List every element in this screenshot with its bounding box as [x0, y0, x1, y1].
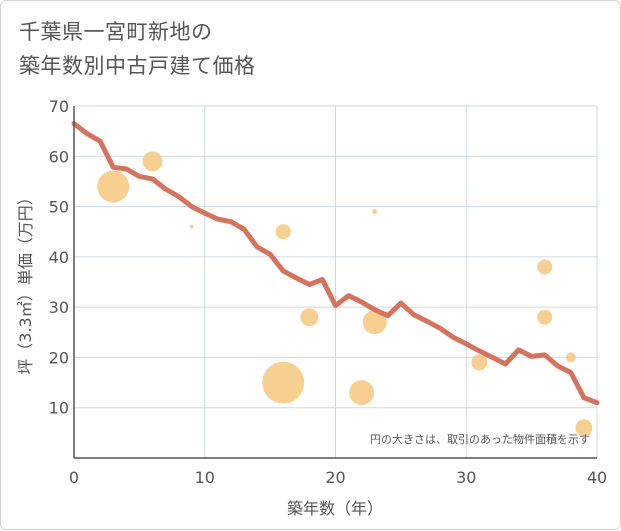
- y-axis-label: 坪（3.3㎡）単価（万円）: [16, 189, 35, 374]
- x-tick-label: 40: [587, 468, 607, 487]
- tick-labels: 0 10 20 30 40 10 20 30 40 50 60 70: [49, 97, 608, 487]
- bubble-point: [275, 224, 291, 240]
- bubble-point: [300, 308, 319, 327]
- x-tick-label: 30: [456, 468, 476, 487]
- y-tick-label: 30: [49, 298, 69, 317]
- chart-title: 千葉県一宮町新地の 築年数別中古戸建て価格: [19, 15, 256, 83]
- bubble-point: [537, 309, 553, 325]
- y-tick-label: 60: [49, 147, 69, 166]
- average-price-line: [71, 121, 600, 406]
- line-series: [71, 121, 600, 406]
- y-tick-label: 50: [49, 198, 69, 217]
- bubble-point: [262, 361, 305, 404]
- bubble-point: [142, 151, 163, 172]
- y-tick-label: 40: [49, 248, 69, 267]
- bubble-point: [537, 259, 553, 275]
- y-tick-label: 10: [49, 399, 69, 418]
- bubble-point: [565, 352, 576, 363]
- bubble-series: [97, 151, 593, 437]
- bubble-size-note: 円の大きさは、取引のあった物件面積を示す: [370, 432, 590, 446]
- x-tick-label: 10: [195, 468, 215, 487]
- y-tick-label: 70: [49, 97, 69, 116]
- grid: [74, 105, 598, 458]
- bubble-point: [575, 419, 593, 437]
- chart-title-line-2: 築年数別中古戸建て価格: [19, 54, 256, 78]
- bubble-point: [349, 380, 375, 406]
- bubble-point: [471, 354, 488, 371]
- bubble-point: [372, 209, 378, 215]
- x-tick-label: 20: [325, 468, 345, 487]
- x-axis-label: 築年数（年）: [287, 499, 383, 518]
- bubble-point: [97, 170, 130, 203]
- axes: [73, 106, 597, 459]
- bubble-point: [189, 224, 194, 229]
- bubble-point: [362, 310, 387, 335]
- x-tick-label: 0: [69, 468, 79, 487]
- chart-title-line-1: 千葉県一宮町新地の: [19, 20, 213, 44]
- y-tick-label: 20: [49, 348, 69, 367]
